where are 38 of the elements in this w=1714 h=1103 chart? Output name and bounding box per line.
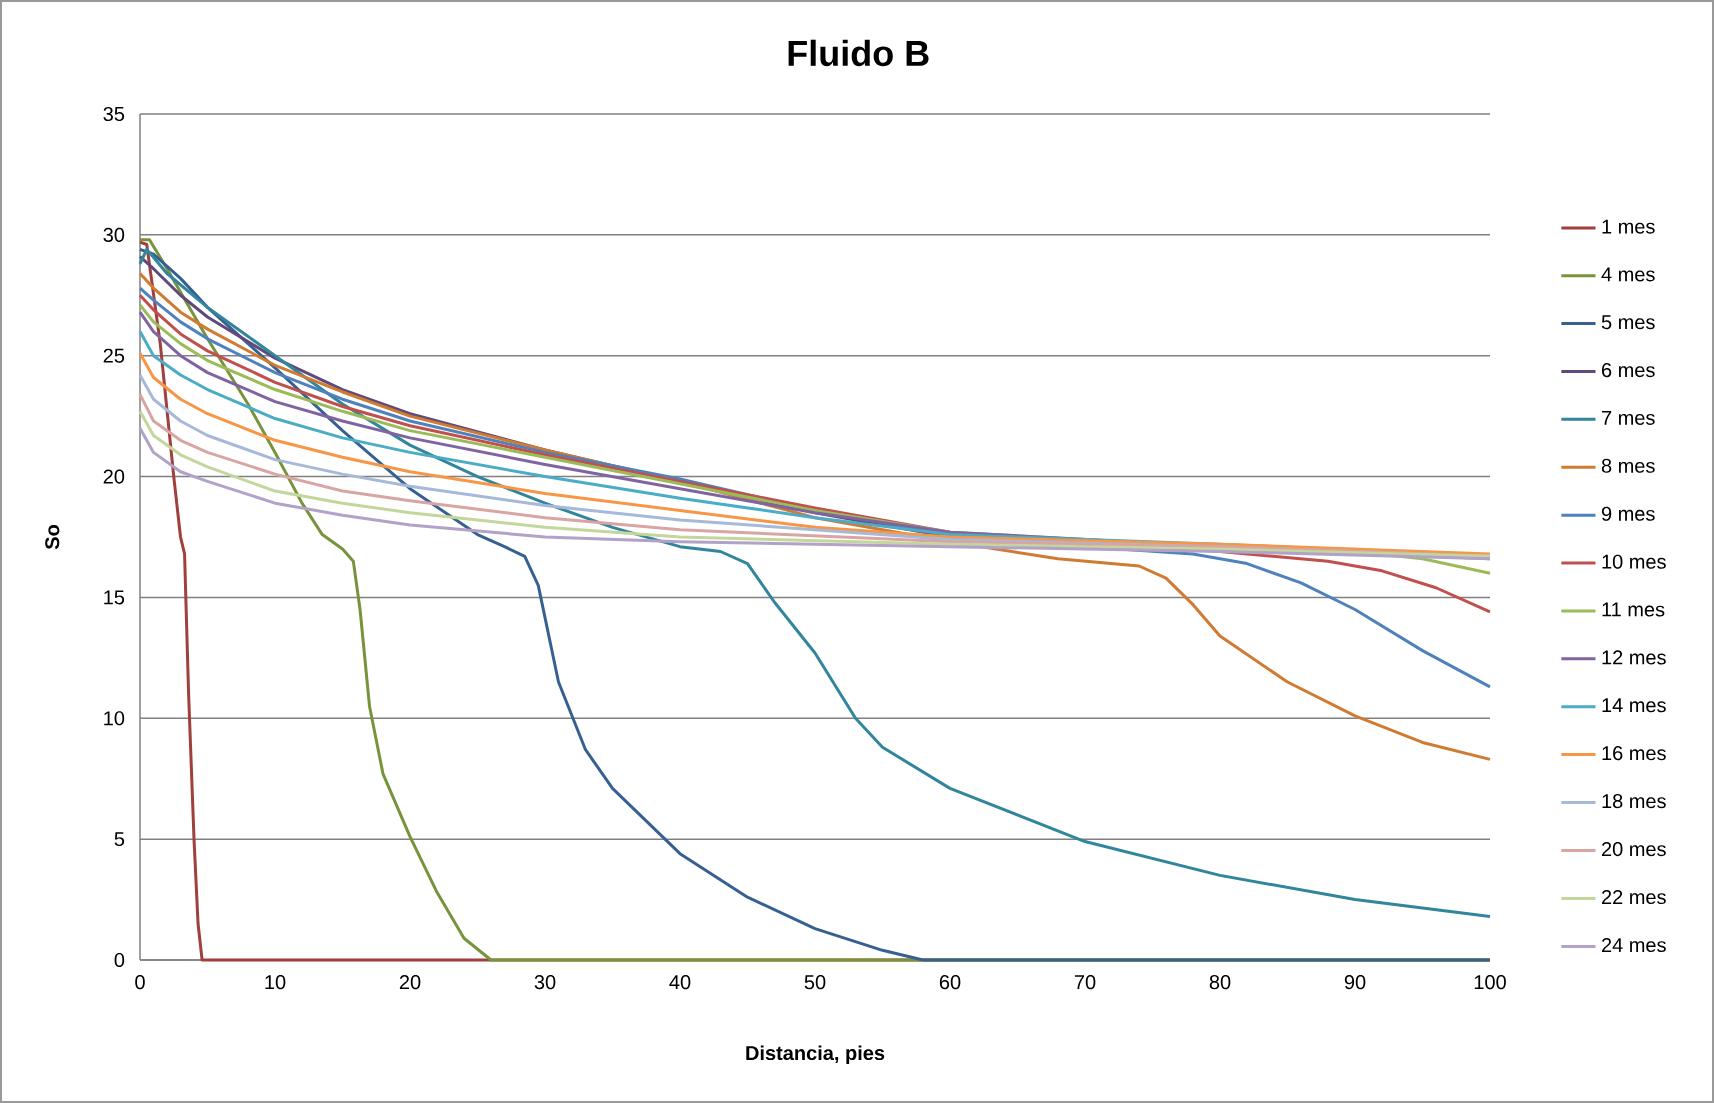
x-tick-label: 0	[135, 975, 145, 990]
x-tick-label: 80	[1209, 975, 1231, 990]
legend-label: 9 mes	[1601, 506, 1655, 521]
y-tick-label: 25	[103, 348, 125, 363]
legend-label: 10 mes	[1602, 554, 1666, 569]
legend-label: 20 mes	[1602, 842, 1666, 857]
legend-label: 5 mes	[1601, 315, 1655, 330]
x-tick-label: 30	[534, 975, 556, 990]
legend-label: 12 mes	[1602, 650, 1666, 665]
y-tick-label: 30	[103, 227, 125, 242]
legend-label: 1 mes	[1602, 219, 1655, 234]
legend-label: 22 mes	[1602, 889, 1666, 905]
x-tick-label: 100	[1474, 975, 1506, 990]
y-tick-label: 35	[103, 106, 125, 122]
legend-label: 6 mes	[1602, 362, 1655, 378]
legend-label: 7 mes	[1602, 410, 1655, 425]
legend-label: 16 mes	[1602, 746, 1666, 761]
x-tick-label: 40	[669, 975, 691, 990]
y-tick-label: 0	[114, 952, 125, 968]
x-tick-label: 90	[1344, 975, 1366, 990]
y-tick-label: 20	[103, 469, 125, 484]
y-tick-label: 15	[104, 590, 125, 605]
legend-label: 24 mes	[1602, 937, 1666, 953]
legend-label: 11 mes	[1602, 602, 1665, 617]
legend-label: 8 mes	[1601, 458, 1655, 473]
y-tick-label: 10	[104, 711, 125, 726]
x-tick-label: 10	[265, 975, 286, 990]
chart-title: Fluido B	[788, 39, 929, 67]
legend-label: 18 mes	[1602, 794, 1666, 809]
y-axis-title: So	[45, 524, 60, 550]
x-tick-label: 50	[804, 975, 826, 990]
legend-label: 4 mes	[1601, 267, 1655, 282]
x-axis-title: Distancia, pies	[746, 1045, 885, 1065]
x-tick-label: 60	[939, 975, 961, 990]
x-tick-label: 70	[1074, 975, 1096, 990]
x-tick-label: 20	[399, 975, 421, 990]
legend-label: 14 mes	[1602, 698, 1666, 713]
y-tick-label: 5	[114, 832, 125, 847]
